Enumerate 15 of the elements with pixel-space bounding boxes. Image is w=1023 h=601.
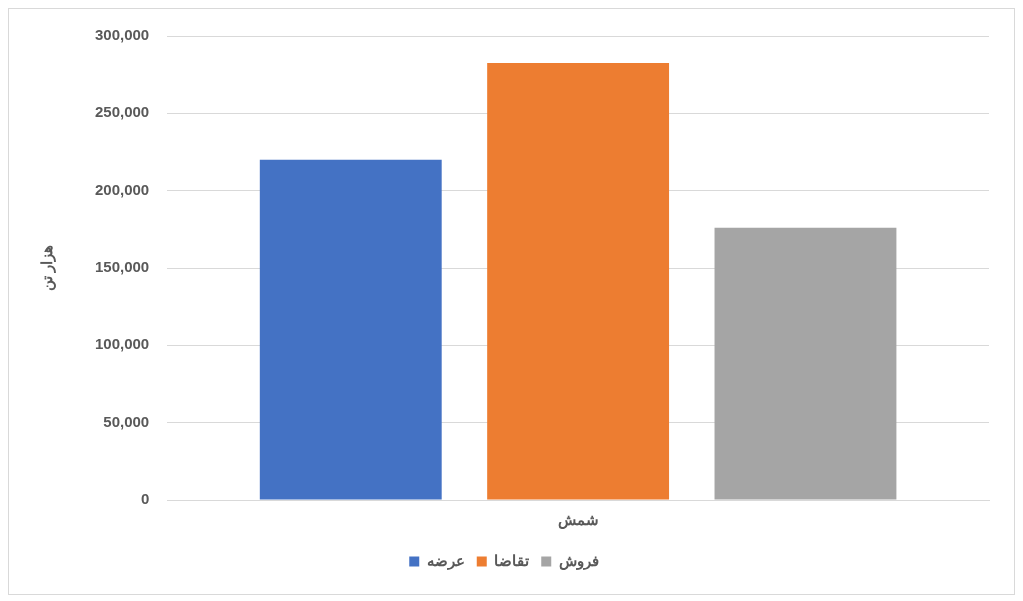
y-tick-label: 100,000 [94, 335, 150, 353]
legend-label: عرضه [426, 551, 465, 570]
y-tick-label: 300,000 [94, 26, 150, 44]
y-tick-label: 200,000 [94, 180, 150, 198]
bar [487, 63, 670, 500]
y-tick-label: 0 [140, 490, 150, 508]
bar [259, 159, 442, 500]
y-axis-title: هزار تن [38, 244, 57, 292]
bar [714, 227, 897, 500]
y-tick-label: 50,000 [103, 412, 150, 430]
y-tick-label: 150,000 [94, 258, 150, 276]
x-tick-label: شمش [557, 511, 599, 530]
legend-label: تقاضا [494, 551, 530, 569]
legend-label: فروش [558, 551, 599, 570]
y-tick-label: 250,000 [94, 103, 150, 121]
